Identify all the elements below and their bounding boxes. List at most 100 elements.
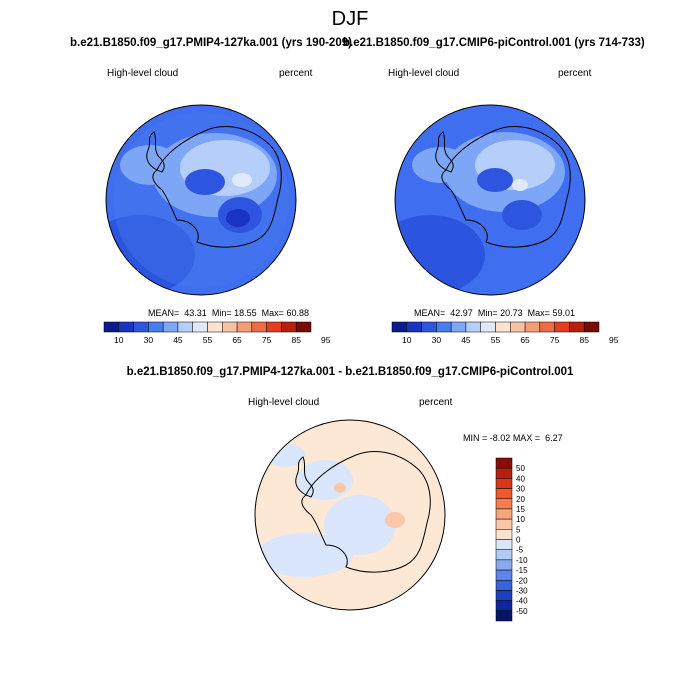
panel2-colorbar-tick-label: 85 [579,335,589,345]
panel1-variable-label: High-level cloud [107,68,179,79]
panel1-stats: MEAN= 43.31 Min= 18.55 Max= 60.88 [148,308,309,318]
panel3-max-label: MAX = [512,433,541,443]
panel1-colorbar-swatch [148,321,164,333]
panel1-colorbar-swatch [251,321,267,333]
panel2-units-label: percent [558,68,592,79]
panel3-colorbar-tick-label: -15 [516,566,528,575]
panel3-colorbar-tick-label: 15 [516,505,525,514]
panel3-colorbar-swatch [495,549,513,561]
panel2-colorbar-swatch [539,321,555,333]
panel3-colorbar-swatch [495,488,513,499]
panel2-field-patch [477,168,513,192]
panel2-colorbar-swatch [436,321,452,333]
panel1-colorbar-tick-label: 45 [173,335,183,345]
panel3-colorbar-swatch [495,559,513,571]
panel2-max-label: Max= [527,308,550,318]
panel1-colorbar-tick-label: 55 [203,335,213,345]
panel2-colorbar-tick-label: 75 [550,335,560,345]
panel2-mean-label: MEAN= [414,308,446,318]
panel3-colorbar-tick-label: -20 [516,576,528,585]
panel1-colorbar-swatch [266,321,282,333]
panel3-map-border [254,419,446,611]
panel2-colorbar-swatch [583,321,600,333]
panel3-colorbar-swatch [495,539,513,550]
panel3-variable-label: High-level cloud [248,397,320,408]
panel2-colorbar-swatch [465,321,481,333]
panel2-max-value: 59.01 [552,308,575,318]
panel2-colorbar-tick-label: 65 [520,335,530,345]
panel1-colorbar-swatch [162,321,179,333]
panel3-colorbar-tick-label: -30 [516,586,528,595]
panel3-colorbar-tick-label: 0 [516,536,521,545]
panel3-colorbar-swatch [495,569,513,581]
panel2-colorbar: 10 30 45 55 65 75 85 95 [391,321,619,345]
panel1-min-label: Min= [211,308,232,318]
panel2-colorbar-swatch [510,321,526,333]
panel2-colorbar-tick-label: 10 [402,335,412,345]
panel3-colorbar-swatch [495,508,513,520]
panel1-colorbar-swatch [207,321,223,333]
panel3-field-patch [297,460,353,500]
panel2-map-border [394,104,586,296]
panel3-colorbar-tick-label: 50 [516,464,525,473]
panel1-min-value: 18.55 [234,308,257,318]
panel3-colorbar-swatch [495,518,513,530]
panel2-field-patch [502,200,542,230]
panel3-colorbar-swatch [495,600,513,612]
panel2-title: b.e21.B1850.f09_g17.CMIP6-piControl.001 … [343,37,645,49]
panel1-colorbar-tick-label: 10 [114,335,124,345]
panel3-colorbar-swatch [495,478,513,489]
panel1-colorbar-swatch [177,321,193,333]
panel1-colorbar-swatch [222,321,238,333]
panel3-field-patch [257,533,353,577]
panel1-mean-label: MEAN= [148,308,180,318]
panel2-colorbar-tick-label: 30 [432,335,442,345]
panel1-max-value: 60.88 [286,308,309,318]
panel3-colorbar-swatch [495,590,513,601]
panel1-map [106,105,296,295]
panel2-colorbar-swatch [495,321,511,333]
panel1-colorbar-tick-label: 30 [144,335,154,345]
panel3-map [255,420,445,610]
panel1-colorbar-tick-label: 75 [262,335,272,345]
panel1-field-patch [226,209,250,227]
panel1-map-border [105,104,297,296]
panel1-colorbar: 10 30 45 55 65 75 85 95 [103,321,331,345]
panel1-max-label: Max= [261,308,284,318]
figure-title: DJF [331,8,369,30]
panel3-colorbar-tick-label: 40 [516,474,525,483]
panel3-min-label: MIN = [463,433,488,443]
panel2-colorbar-tick-label: 55 [491,335,501,345]
panel2-variable-label: High-level cloud [388,68,460,79]
panel1-colorbar-swatch [118,321,134,333]
panel2-stats: MEAN= 42.97 Min= 20.73 Max= 59.01 [414,308,575,318]
panel3-colorbar-tick-label: 20 [516,495,525,504]
panel2-map [395,105,585,295]
panel3-colorbar-swatch [495,610,513,622]
panel1-units-label: percent [279,68,313,79]
panel3-colorbar-swatch [495,457,513,469]
panel2-colorbar-swatch [421,321,437,333]
panel2-colorbar-swatch [524,321,541,333]
panel1-title: b.e21.B1850.f09_g17.PMIP4-127ka.001 (yrs… [70,37,352,49]
panel1-colorbar-swatch [236,321,253,333]
panel3-stats: MIN = -8.02 MAX = 6.27 [463,433,563,443]
panel3-colorbar-tick-label: 10 [516,515,525,524]
panel1-colorbar-swatch [103,321,120,333]
panel3-max-value: 6.27 [545,433,563,443]
panel1-mean-value: 43.31 [184,308,207,318]
panel3-colorbar-tick-label: -40 [516,597,528,606]
panel1-field-patch [232,173,252,187]
panel3-colorbar-tick-label: -10 [516,556,528,565]
panel1-colorbar-tick-label: 65 [232,335,242,345]
panel3-colorbar-swatch [495,467,513,479]
panel1-colorbar-swatch [133,321,149,333]
panel2-colorbar-swatch [391,321,408,333]
panel2-mean-value: 42.97 [450,308,473,318]
panel3-field-patch [324,495,396,555]
panel1-colorbar-tick-label: 85 [291,335,301,345]
panel1-colorbar-swatch [281,321,297,333]
panel2-min-label: Min= [477,308,498,318]
